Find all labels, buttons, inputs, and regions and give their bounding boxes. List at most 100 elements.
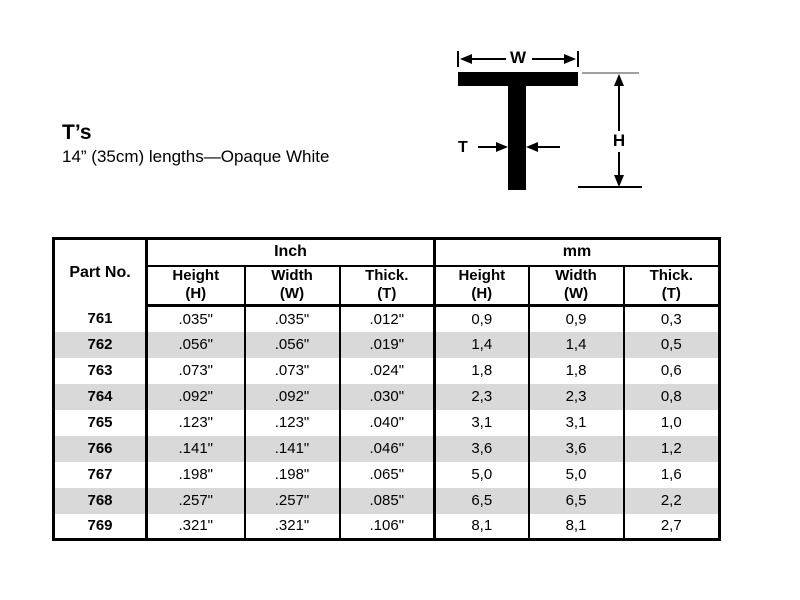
part-no-cell: 767 (53, 461, 148, 488)
t-profile-stem (508, 86, 526, 190)
column-symbol: (W) (279, 285, 305, 303)
inch-thick-cell: .040" (339, 409, 437, 436)
inch-height-cell: .056" (146, 331, 246, 358)
mm-width-cell: 1,8 (528, 357, 625, 384)
inch-thick-cell: .085" (339, 487, 437, 514)
part-no-cell: 764 (53, 383, 148, 410)
table-row: 764 .092" .092" .030" 2,3 2,3 0,8 (53, 383, 720, 410)
column-symbol: (T) (661, 285, 681, 303)
mm-height-cell: 5,0 (434, 461, 530, 488)
mm-height-cell: 8,1 (434, 513, 530, 540)
part-no-cell: 766 (53, 435, 148, 462)
table-row: 769 .321" .321" .106" 8,1 8,1 2,7 (53, 513, 720, 540)
table-row: 767 .198" .198" .065" 5,0 5,0 1,6 (53, 461, 720, 488)
mm-thick-cell: 0,3 (660, 310, 682, 328)
inch-thick-cell: .024" (339, 357, 437, 384)
mm-thick-cell: 0,8 (623, 383, 720, 410)
group-header-mm: mm (434, 238, 720, 267)
column-label: Width (555, 266, 597, 284)
column-label: Width (271, 266, 313, 284)
group-header-inch: Inch (146, 238, 437, 267)
mm-width-cell: 0,9 (528, 305, 625, 332)
mm-width-cell: 2,3 (528, 383, 625, 410)
h-dim-line-top (618, 85, 620, 131)
column-header-mm-width: Width (W) (528, 265, 625, 307)
inch-width-cell: .056" (244, 331, 341, 358)
table-row: 768 .257" .257" .085" 6,5 6,5 2,2 (53, 487, 720, 514)
column-header-mm-thick: Thick. (T) (623, 265, 720, 307)
part-no-cell: 765 (53, 409, 148, 436)
column-header-inch-width: Width (W) (244, 265, 341, 307)
inch-width-cell: .123" (244, 409, 341, 436)
page-subtitle: 14” (35cm) lengths—Opaque White (62, 147, 330, 167)
mm-height-cell: 1,8 (434, 357, 530, 384)
h-dim-label: H (612, 131, 626, 150)
h-dim-arrow-up-icon (614, 74, 624, 86)
inch-height-cell: .035" (146, 305, 246, 332)
column-symbol: (H) (185, 285, 207, 303)
inch-height-cell: .073" (146, 357, 246, 384)
t-profile-diagram: W H T (440, 40, 652, 200)
table-body: 761 .035" .035" .012" 0,9 0,9 0,3 762 .0… (53, 305, 720, 540)
inch-thick-cell: .065" (339, 461, 437, 488)
mm-thick-cell: 1,6 (660, 466, 682, 483)
column-label: Thick. (365, 266, 409, 284)
table-row: 766 .141" .141" .046" 3,6 3,6 1,2 (53, 435, 720, 462)
column-header-inch-height: Height (H) (146, 265, 246, 307)
column-label: Height (458, 266, 506, 284)
mm-height-cell: 3,1 (434, 409, 530, 436)
mm-thick-cell: 2,2 (623, 487, 720, 514)
w-dim-tick-right (577, 51, 579, 67)
part-no-cell: 769 (53, 513, 148, 540)
part-no-cell: 763 (53, 357, 148, 384)
t-profile-flange (458, 72, 578, 86)
spec-table-header: Part No. Inch mm Height (H) Width (W) Thic… (53, 238, 720, 307)
mm-height-cell: 1,4 (434, 331, 530, 358)
table-row: 762 .056" .056" .019" 1,4 1,4 0,5 (53, 331, 720, 358)
inch-width-cell: .073" (244, 357, 341, 384)
w-dim-line-left (472, 58, 506, 60)
mm-thick-cell: 0,6 (660, 362, 682, 379)
inch-width-cell: .257" (244, 487, 341, 514)
t-dim-line-left (478, 146, 496, 148)
w-dim-arrow-right-icon (564, 54, 576, 64)
inch-height-cell: .092" (146, 383, 246, 410)
table-row: 761 .035" .035" .012" 0,9 0,9 0,3 (53, 305, 720, 332)
inch-width-cell: .092" (244, 383, 341, 410)
inch-width-cell: .321" (244, 513, 341, 540)
mm-height-cell: 6,5 (434, 487, 530, 514)
mm-width-cell: 8,1 (528, 513, 625, 540)
t-dim-line-right (538, 146, 560, 148)
mm-thick-cell: 1,0 (660, 414, 682, 431)
column-header-mm-height: Height (H) (434, 265, 530, 307)
mm-height-cell: 3,6 (434, 435, 530, 462)
inch-thick-cell: .019" (339, 331, 437, 358)
inch-height-cell: .198" (146, 461, 246, 488)
w-dim-arrow-left-icon (460, 54, 472, 64)
title-block: T’s 14” (35cm) lengths—Opaque White (62, 121, 329, 167)
part-no-cell: 761 (53, 305, 148, 332)
mm-width-cell: 6,5 (528, 487, 625, 514)
mm-height-cell: 0,9 (434, 305, 530, 332)
column-symbol: (T) (377, 285, 397, 303)
mm-width-cell: 3,1 (528, 409, 625, 436)
inch-height-cell: .321" (146, 513, 246, 540)
mm-width-cell: 5,0 (528, 461, 625, 488)
column-header-part-no: Part No. (53, 238, 148, 306)
inch-width-cell: .198" (244, 461, 341, 488)
mm-thick-cell: 1,2 (623, 435, 720, 462)
part-no-cell: 768 (53, 487, 148, 514)
w-dim-line-right (532, 58, 565, 60)
inch-height-cell: .123" (146, 409, 246, 436)
t-dim-label: T (458, 139, 468, 156)
table-row: 763 .073" .073" .024" 1,8 1,8 0,6 (53, 357, 720, 384)
w-dim-label: W (509, 48, 527, 67)
t-dim-arrow-right-icon (496, 142, 508, 152)
inch-width-cell: .141" (244, 435, 341, 462)
inch-thick-cell: .030" (339, 383, 437, 410)
h-dim-extension-top (582, 72, 639, 74)
column-header-inch-thick: Thick. (T) (339, 265, 437, 307)
w-dim-tick-left (457, 51, 459, 67)
h-dim-arrow-down-icon (614, 175, 624, 187)
